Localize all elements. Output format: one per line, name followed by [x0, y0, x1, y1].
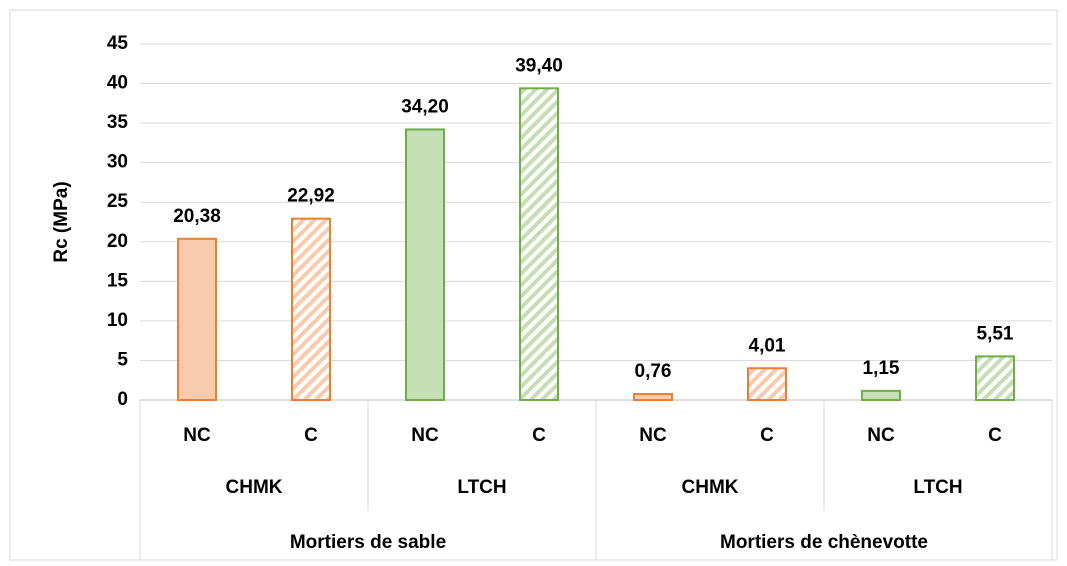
x-tick-label: C	[532, 425, 546, 446]
y-tick-label: 20	[107, 231, 128, 252]
supergroup-label: Mortiers de sable	[290, 532, 446, 553]
y-tick-label: 35	[107, 112, 129, 133]
data-label: 34,20	[401, 96, 449, 117]
bar	[861, 389, 901, 401]
bar	[633, 392, 673, 401]
y-tick-label: 45	[107, 33, 129, 54]
x-tick-label: C	[304, 425, 318, 446]
data-label: 5,51	[977, 323, 1014, 344]
bar	[519, 87, 559, 402]
y-tick-label: 15	[107, 270, 129, 291]
bar	[405, 128, 445, 401]
bar	[975, 355, 1015, 402]
data-label: 4,01	[749, 335, 786, 356]
data-label: 1,15	[863, 358, 900, 379]
group-label: CHMK	[226, 477, 283, 498]
data-label: 22,92	[287, 186, 335, 207]
data-label: 0,76	[635, 361, 672, 382]
y-tick-label: 10	[107, 310, 128, 331]
data-label: 39,40	[515, 55, 563, 76]
y-tick-label: 25	[107, 191, 129, 212]
x-tick-label: C	[988, 425, 1002, 446]
y-tick-label: 30	[107, 152, 128, 173]
bar	[177, 237, 217, 401]
x-tick-label: NC	[411, 425, 439, 446]
group-label: LTCH	[913, 477, 962, 498]
bar	[291, 217, 331, 401]
x-tick-label: C	[760, 425, 774, 446]
y-tick-label: 5	[117, 349, 128, 370]
group-label: CHMK	[682, 477, 739, 498]
data-label: 20,38	[173, 206, 221, 227]
x-tick-label: NC	[183, 425, 211, 446]
y-tick-label: 40	[107, 73, 128, 94]
y-axis-label: Rc (MPa)	[51, 181, 72, 262]
x-tick-label: NC	[639, 425, 667, 446]
y-tick-label: 0	[117, 389, 128, 410]
x-tick-label: NC	[867, 425, 895, 446]
bar	[747, 367, 787, 402]
supergroup-label: Mortiers de chènevotte	[720, 532, 928, 553]
group-label: LTCH	[457, 477, 506, 498]
